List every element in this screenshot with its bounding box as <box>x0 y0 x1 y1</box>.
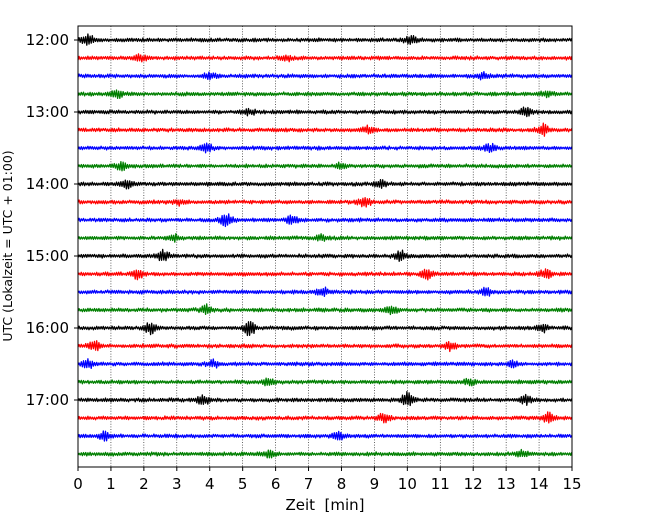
trace-1415 <box>77 196 573 208</box>
x-tick-label-11: 11 <box>431 475 450 493</box>
x-axis-label: Zeit [min] <box>285 496 364 514</box>
trace-1545 <box>77 303 573 316</box>
y-tick-label-1200: 12:00 <box>26 31 69 49</box>
trace-1430 <box>77 213 573 228</box>
y-tick-label-1300: 13:00 <box>26 103 69 121</box>
vertical-grid <box>110 26 540 467</box>
trace-1500 <box>77 248 573 262</box>
trace-1600 <box>77 321 573 337</box>
x-tick-label-12: 12 <box>464 475 483 493</box>
trace-lines <box>77 33 573 459</box>
trace-1615 <box>77 340 573 353</box>
trace-1315 <box>77 122 573 137</box>
x-tick-label-9: 9 <box>370 475 380 493</box>
trace-1230 <box>77 71 573 81</box>
x-axis: 0 1 2 3 4 5 6 7 8 9 10 11 12 13 14 15 <box>73 467 582 493</box>
x-tick-label-13: 13 <box>497 475 516 493</box>
y-tick-label-1700: 17:00 <box>26 391 69 409</box>
trace-1530 <box>77 286 573 298</box>
y-axis-label: UTC (Lokalzeit = UTC + 01:00) <box>0 150 15 341</box>
x-tick-label-3: 3 <box>172 475 182 493</box>
trace-1300 <box>77 106 573 118</box>
trace-1700 <box>77 391 573 407</box>
x-tick-label-10: 10 <box>398 475 417 493</box>
trace-1200 <box>77 33 573 46</box>
trace-1745 <box>77 448 573 459</box>
y-axis: 12:00 13:00 14:00 15:00 16:00 17:00 <box>26 31 78 409</box>
trace-1630 <box>77 358 573 370</box>
trace-1715 <box>77 411 573 424</box>
trace-1215 <box>77 53 573 63</box>
plot-frame <box>77 25 573 468</box>
trace-1730 <box>77 430 573 442</box>
y-tick-label-1500: 15:00 <box>26 247 69 265</box>
x-tick-label-4: 4 <box>205 475 215 493</box>
y-tick-label-1600: 16:00 <box>26 319 69 337</box>
x-tick-label-8: 8 <box>337 475 347 493</box>
trace-1445 <box>77 233 573 243</box>
x-tick-label-7: 7 <box>304 475 314 493</box>
trace-1330 <box>77 142 573 154</box>
x-tick-label-1: 1 <box>106 475 116 493</box>
x-tick-label-0: 0 <box>73 475 83 493</box>
trace-1645 <box>77 377 573 387</box>
x-tick-label-6: 6 <box>271 475 281 493</box>
x-tick-label-2: 2 <box>139 475 149 493</box>
trace-1345 <box>77 161 573 172</box>
trace-1245 <box>77 89 573 100</box>
y-tick-label-1400: 14:00 <box>26 175 69 193</box>
x-tick-label-5: 5 <box>238 475 248 493</box>
x-tick-label-15: 15 <box>562 475 581 493</box>
trace-1515 <box>77 268 573 281</box>
x-tick-label-14: 14 <box>530 475 549 493</box>
trace-1400 <box>77 178 573 190</box>
